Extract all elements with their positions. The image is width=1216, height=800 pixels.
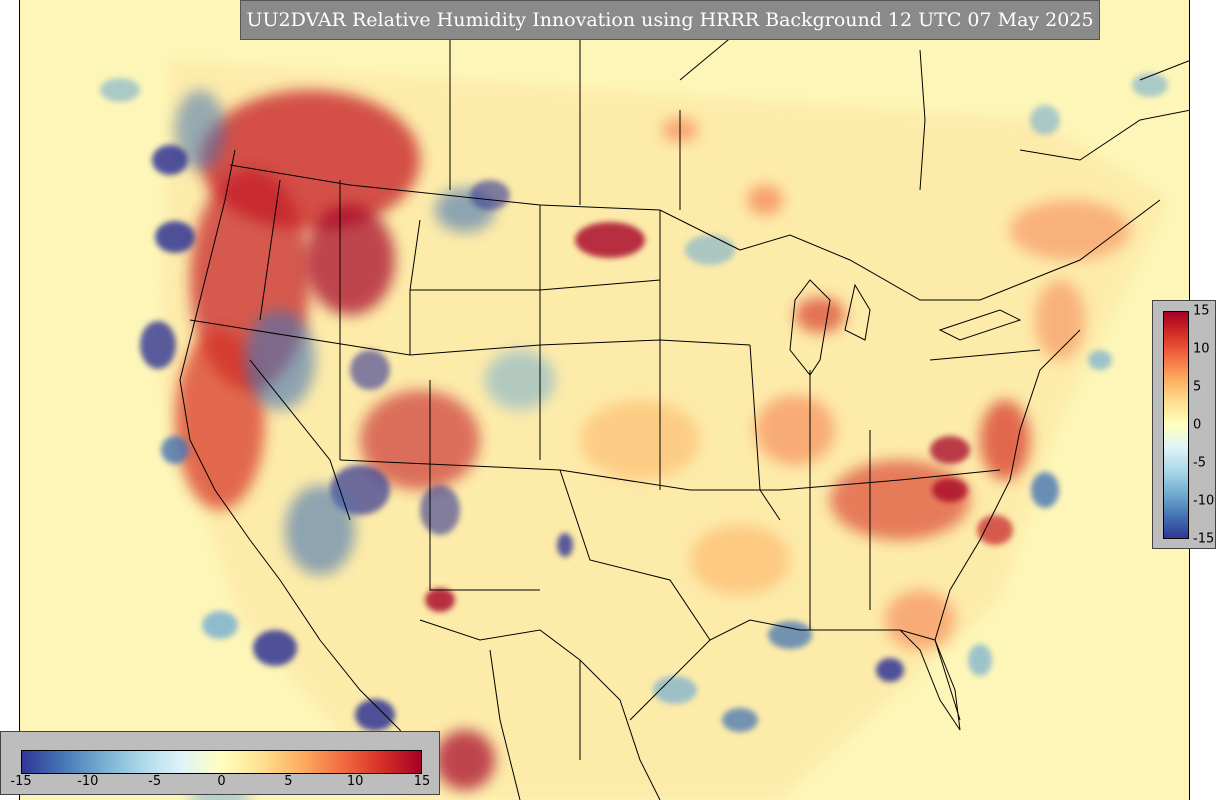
- horizontal-colorbar-tick: 0: [217, 774, 226, 789]
- vertical-colorbar-tick: 5: [1193, 379, 1202, 395]
- vertical-colorbar-tick: 10: [1193, 341, 1210, 357]
- horizontal-colorbar-gradient: [21, 750, 422, 774]
- map-title: UU2DVAR Relative Humidity Innovation usi…: [240, 0, 1100, 40]
- vertical-colorbar-tick: -10: [1193, 493, 1215, 509]
- horizontal-colorbar-tick: -10: [77, 774, 99, 789]
- map-frame: [19, 0, 1190, 800]
- horizontal-colorbar: -15 -10 -5 0 5 10 15: [0, 731, 440, 795]
- horizontal-colorbar-tick: 5: [284, 774, 293, 789]
- vertical-colorbar-tick: -5: [1193, 455, 1206, 471]
- horizontal-colorbar-tick: -15: [10, 774, 32, 789]
- innovation-map: [20, 0, 1189, 800]
- vertical-colorbar-tick: -15: [1193, 531, 1215, 547]
- horizontal-colorbar-tick: 10: [346, 774, 364, 789]
- horizontal-colorbar-tick: 15: [413, 774, 431, 789]
- horizontal-colorbar-tick: -5: [148, 774, 162, 789]
- vertical-colorbar-tick: 0: [1193, 417, 1202, 433]
- vertical-colorbar: 15 10 5 0 -5 -10 -15: [1152, 300, 1216, 549]
- innovation-field: [100, 60, 1170, 800]
- boundary-lines: [179, 0, 1189, 800]
- vertical-colorbar-tick: 15: [1193, 303, 1210, 319]
- vertical-colorbar-gradient: [1163, 311, 1189, 539]
